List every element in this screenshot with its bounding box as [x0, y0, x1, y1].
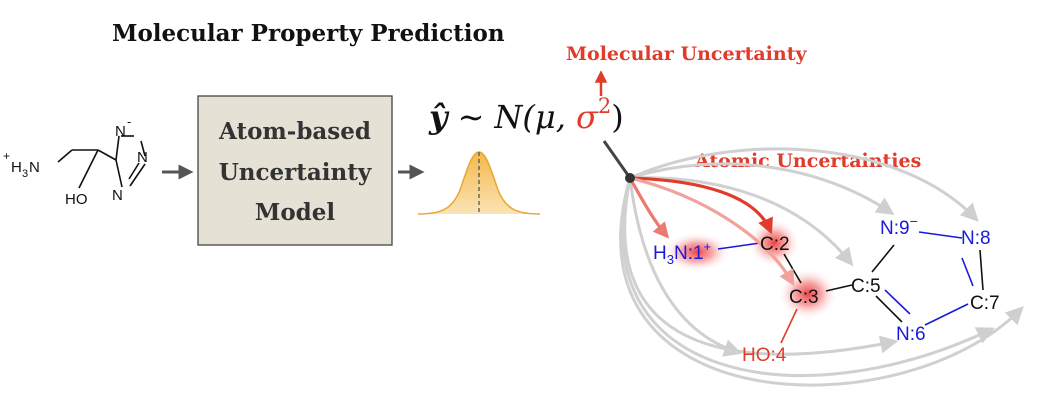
gray-edge-outer	[619, 177, 1024, 387]
input-molecule	[57, 135, 146, 189]
output-hub-node	[625, 173, 635, 183]
gray-edges	[619, 147, 1024, 387]
gray-edge-to-o4	[628, 177, 743, 357]
gray-edge-to-n8	[629, 147, 979, 222]
red-edge-to-n1	[628, 177, 670, 239]
equation-tilde: ∼	[458, 98, 485, 136]
svg-text:ŷ∼N(μ, σ2): ŷ ∼ N(μ, σ2)	[428, 94, 624, 136]
model-box	[197, 95, 393, 246]
atom-c2: C:2	[760, 234, 790, 255]
equation-dist: N(μ,	[493, 98, 576, 136]
gray-edge-to-c5	[629, 176, 854, 267]
input-charge: +	[3, 149, 10, 163]
atom-n1: H3N:1+	[653, 239, 711, 267]
gray-edge-to-c7	[621, 177, 995, 377]
input-amine-n: N	[29, 159, 40, 176]
equation-power: 2	[598, 94, 611, 118]
input-hydroxyl: HO	[65, 191, 88, 208]
input-amine-h: H	[11, 159, 22, 176]
equation-close: )	[611, 98, 623, 136]
atom-n8: N:8	[961, 228, 991, 249]
red-edge-to-c2	[629, 176, 773, 235]
molecular-uncertainty-label: Molecular Uncertainty	[566, 43, 807, 65]
atom-n6: N:6	[896, 324, 926, 345]
gray-edge-to-n9	[629, 162, 895, 216]
sigma-pointer-line	[602, 140, 632, 179]
input-ring-n1: N	[115, 123, 126, 140]
equation-sigma: σ	[576, 98, 599, 136]
equation-lhs: ŷ	[428, 98, 450, 136]
gaussian-curve	[417, 151, 541, 215]
equation: ŷ ∼ N(μ, σ2)	[428, 94, 624, 136]
atom-c3: C:3	[789, 287, 819, 308]
model-line-3: Model	[255, 199, 336, 226]
input-ring-n3: N	[112, 187, 123, 204]
gray-edge-to-n6	[623, 177, 899, 356]
red-edges	[628, 176, 795, 287]
diagram-title: Molecular Property Prediction	[112, 20, 505, 47]
glow-n1	[663, 232, 731, 272]
input-ring-n1-charge: -	[127, 114, 131, 129]
red-edge-to-c3	[629, 176, 795, 287]
atom-c7: C:7	[970, 293, 1000, 314]
model-line-1: Atom-based	[218, 118, 371, 145]
input-ring-n2: N	[137, 149, 148, 166]
atom-o4: HO:4	[742, 345, 787, 366]
model-line-2: Uncertainty	[219, 159, 372, 186]
input-amine-sub: 3	[22, 168, 28, 180]
atom-c5: C:5	[851, 276, 881, 297]
atom-n9: N:9−	[880, 213, 918, 239]
